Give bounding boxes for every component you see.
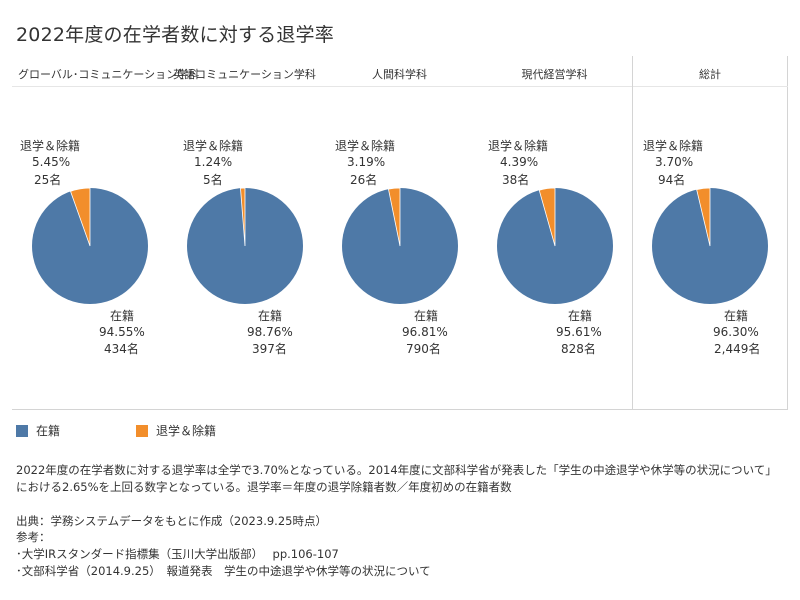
withdrawn-label: 退学＆除籍 — [643, 139, 704, 153]
col-header-total: 総計 — [699, 68, 721, 81]
enrolled-label: 在籍 — [724, 309, 749, 323]
source-line: 出典：学務システムデータをもとに作成（2023.9.25時点） — [16, 514, 327, 528]
pie-slice-withdrawn — [387, 187, 401, 247]
col-header-human-science: 人間科学科 — [372, 68, 427, 81]
enrolled-label: 在籍 — [110, 309, 135, 323]
pie-slice-withdrawn — [70, 187, 91, 247]
pie-chart-modern-management — [497, 187, 613, 304]
page-title: 2022年度の在学者数に対する退学率 — [16, 24, 334, 46]
withdrawn-label: 退学＆除籍 — [20, 139, 81, 153]
withdrawn-percent: 4.39% — [500, 155, 539, 169]
legend-item-withdrawn: 退学＆除籍 — [136, 422, 216, 439]
col-header-english-communication: 英語コミュニケーション学科 — [173, 68, 316, 81]
description-note: 2022年度の在学者数に対する退学率は全学で3.70%となっている。2014年度… — [16, 463, 777, 494]
withdrawn-count: 5名 — [203, 173, 223, 187]
enrolled-count: 397名 — [252, 342, 287, 356]
withdrawn-count: 38名 — [502, 173, 530, 187]
total-divider — [632, 56, 633, 410]
col-header-global-communication: グローバル･コミュニケーション学科 — [18, 68, 200, 81]
legend-label-enrolled: 在籍 — [36, 424, 61, 438]
enrolled-count: 828名 — [561, 342, 596, 356]
reference-heading: 参考： — [16, 530, 51, 544]
chart-frame — [12, 56, 788, 410]
legend-item-enrolled: 在籍 — [16, 422, 60, 439]
withdrawn-count: 94名 — [658, 173, 686, 187]
col-header-modern-management: 現代経営学科 — [521, 68, 588, 81]
withdrawn-count: 26名 — [350, 173, 378, 187]
pie-slice-withdrawn — [538, 187, 556, 247]
reference-item: ･文部科学省（2014.9.25） 報道発表 学生の中途退学や休学等の状況につい… — [16, 564, 431, 578]
legend-swatch-withdrawn — [136, 424, 148, 437]
enrolled-label: 在籍 — [258, 309, 283, 323]
enrolled-percent: 96.81% — [402, 325, 448, 339]
withdrawn-percent: 3.19% — [347, 155, 386, 169]
pie-chart-human-science — [342, 187, 458, 304]
reference-item: ･大学IRスタンダード指標集（玉川大学出版部） pp.106-107 — [16, 547, 339, 561]
enrolled-percent: 94.55% — [99, 325, 145, 339]
enrolled-label: 在籍 — [568, 309, 593, 323]
pie-slice-withdrawn — [240, 187, 246, 247]
enrolled-percent: 95.61% — [556, 325, 602, 339]
withdrawn-label: 退学＆除籍 — [488, 139, 549, 153]
header-divider — [12, 86, 788, 87]
enrolled-percent: 96.30% — [713, 325, 759, 339]
enrolled-percent: 98.76% — [247, 325, 293, 339]
withdrawn-percent: 5.45% — [32, 155, 71, 169]
withdrawn-percent: 3.70% — [655, 155, 694, 169]
withdrawn-label: 退学＆除籍 — [335, 139, 396, 153]
withdrawn-percent: 1.24% — [194, 155, 233, 169]
legend-label-withdrawn: 退学＆除籍 — [156, 424, 217, 438]
pie-chart-global-communication — [32, 187, 148, 304]
legend-swatch-enrolled — [16, 424, 28, 437]
withdrawn-label: 退学＆除籍 — [183, 139, 244, 153]
enrolled-count: 790名 — [406, 342, 441, 356]
enrolled-count: 434名 — [104, 342, 139, 356]
pie-chart-english-communication — [187, 187, 303, 304]
pie-chart-total — [652, 187, 768, 304]
enrolled-label: 在籍 — [414, 309, 439, 323]
withdrawn-count: 25名 — [34, 173, 62, 187]
enrolled-count: 2,449名 — [714, 342, 761, 356]
pie-slice-withdrawn — [696, 187, 711, 247]
